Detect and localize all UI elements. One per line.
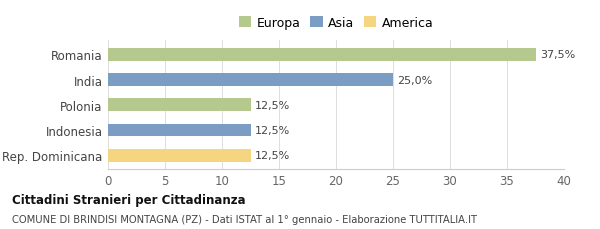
Text: 25,0%: 25,0% — [398, 75, 433, 85]
Bar — [108, 74, 393, 87]
Text: 12,5%: 12,5% — [255, 100, 290, 110]
Bar — [108, 99, 251, 112]
Text: Cittadini Stranieri per Cittadinanza: Cittadini Stranieri per Cittadinanza — [12, 193, 245, 206]
Text: 12,5%: 12,5% — [255, 125, 290, 136]
Bar — [108, 124, 251, 137]
Bar — [108, 149, 251, 162]
Bar — [108, 49, 536, 61]
Legend: Europa, Asia, America: Europa, Asia, America — [236, 14, 436, 33]
Text: 12,5%: 12,5% — [255, 151, 290, 161]
Text: 37,5%: 37,5% — [540, 50, 575, 60]
Text: COMUNE DI BRINDISI MONTAGNA (PZ) - Dati ISTAT al 1° gennaio - Elaborazione TUTTI: COMUNE DI BRINDISI MONTAGNA (PZ) - Dati … — [12, 214, 477, 224]
